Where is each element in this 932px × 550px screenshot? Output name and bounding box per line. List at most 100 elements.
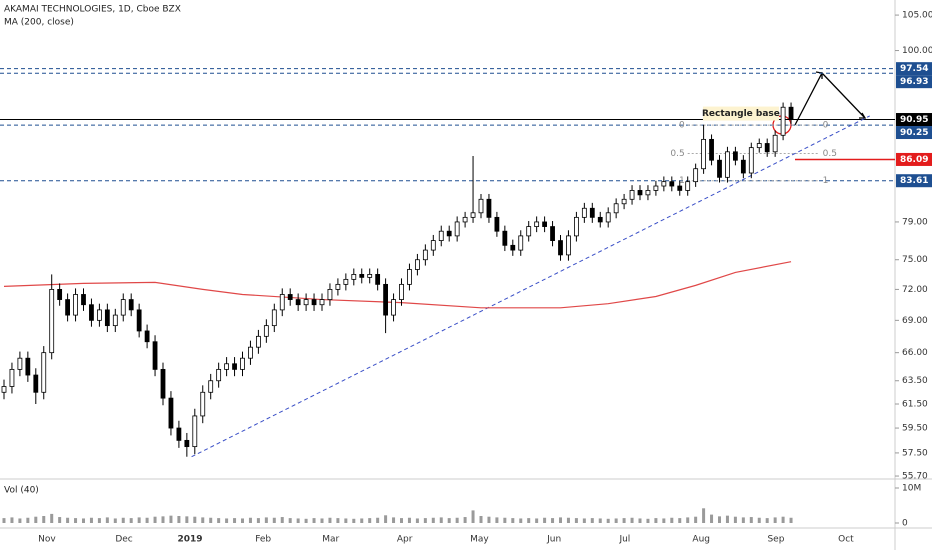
x-tick-label: Dec — [115, 535, 132, 545]
volume-bar — [749, 517, 753, 523]
candle-body — [279, 294, 285, 311]
candle-body — [224, 363, 230, 370]
candle-body — [733, 151, 738, 161]
candle-body — [216, 368, 222, 382]
volume-bar — [177, 516, 181, 523]
candle-body — [518, 235, 524, 251]
candle-body — [717, 159, 722, 178]
volume-bar — [622, 518, 626, 523]
volume-bar — [312, 518, 316, 523]
candle-body — [192, 415, 198, 448]
volume-bar — [511, 518, 515, 523]
volume-bar — [710, 514, 714, 523]
volume-bar — [535, 518, 539, 523]
volume-bar — [225, 518, 229, 523]
fib-label: 0 — [823, 121, 829, 131]
candle-body — [414, 259, 420, 270]
volume-bar — [543, 517, 547, 523]
candle-body — [287, 294, 293, 300]
volume-bar — [598, 518, 602, 523]
y-tick-label: 63.50 — [902, 376, 928, 386]
x-tick-label: 2019 — [177, 535, 202, 545]
volume-bar — [447, 518, 451, 523]
candle-body — [367, 274, 373, 278]
candle-body — [589, 207, 595, 218]
volume-bar — [654, 518, 658, 523]
candle-body — [49, 289, 55, 354]
ma-legend: MA (200, close) — [4, 18, 74, 28]
volume-bar — [384, 515, 388, 523]
y-tick-label: 55.70 — [902, 472, 928, 482]
candle-body — [788, 106, 794, 120]
candle-body — [740, 159, 746, 174]
candle-body — [693, 168, 699, 183]
candle-body — [430, 240, 436, 251]
volume-bar — [606, 518, 610, 523]
x-tick-label: Sep — [767, 535, 784, 545]
fib-label: 1 — [823, 176, 829, 186]
candle-body — [391, 299, 396, 316]
candle-body — [136, 309, 142, 332]
volume-bar — [694, 516, 698, 523]
candle-body — [97, 309, 102, 321]
volume-bar — [439, 517, 443, 523]
x-tick-label: Oct — [838, 535, 854, 545]
volume-bar — [479, 516, 483, 523]
volume-bar — [145, 517, 149, 523]
volume-bar — [463, 517, 467, 523]
price-label: 90.25 — [900, 128, 928, 138]
candle-body — [160, 368, 166, 399]
candle-body — [566, 235, 571, 256]
candle-body — [327, 289, 333, 300]
volume-bar — [614, 518, 618, 523]
volume-bar — [121, 517, 125, 523]
volume-bar — [105, 517, 109, 523]
volume-bar — [431, 517, 435, 523]
candle-body — [701, 138, 706, 170]
candle-body — [502, 230, 508, 246]
volume-bar — [2, 518, 6, 523]
candle-body — [351, 274, 357, 280]
volume-bar — [733, 516, 737, 523]
candle-body — [303, 299, 309, 306]
volume-bar — [471, 510, 475, 523]
volume-bar — [193, 516, 197, 523]
candle-body — [89, 304, 94, 321]
volume-bar — [487, 516, 491, 523]
volume-bar — [638, 518, 642, 523]
volume-bar — [58, 517, 62, 523]
volume-tick-label: 0 — [902, 519, 908, 529]
candle-body — [725, 151, 730, 178]
candle-body — [550, 226, 555, 241]
volume-bar — [66, 517, 70, 523]
candle-body — [375, 274, 381, 285]
candle-body — [176, 427, 182, 441]
candle-body — [65, 299, 70, 316]
volume-bar — [590, 518, 594, 523]
volume-bar — [765, 518, 769, 523]
candle-body — [128, 299, 134, 311]
candle-body — [335, 283, 341, 290]
y-tick-label: 66.00 — [902, 348, 928, 358]
volume-tick-label: 10M — [902, 484, 921, 494]
volume-bar — [519, 518, 523, 523]
volume-bar — [129, 518, 133, 523]
volume-bar — [217, 518, 221, 523]
candle-body — [152, 341, 158, 370]
x-tick-label: Mar — [322, 535, 339, 545]
candle-body — [653, 185, 659, 191]
volume-bar — [10, 517, 14, 523]
fib-label: 0.5 — [670, 149, 684, 159]
candle-body — [486, 198, 492, 218]
y-tick-label: 57.50 — [902, 448, 928, 458]
candle-body — [240, 357, 245, 370]
volume-bar — [551, 518, 555, 523]
volume-bar — [42, 516, 46, 523]
price-label: 83.61 — [900, 176, 928, 186]
candle-body — [454, 221, 460, 237]
candle-body — [637, 190, 643, 196]
volume-bar — [185, 516, 189, 523]
candle-body — [81, 294, 86, 306]
